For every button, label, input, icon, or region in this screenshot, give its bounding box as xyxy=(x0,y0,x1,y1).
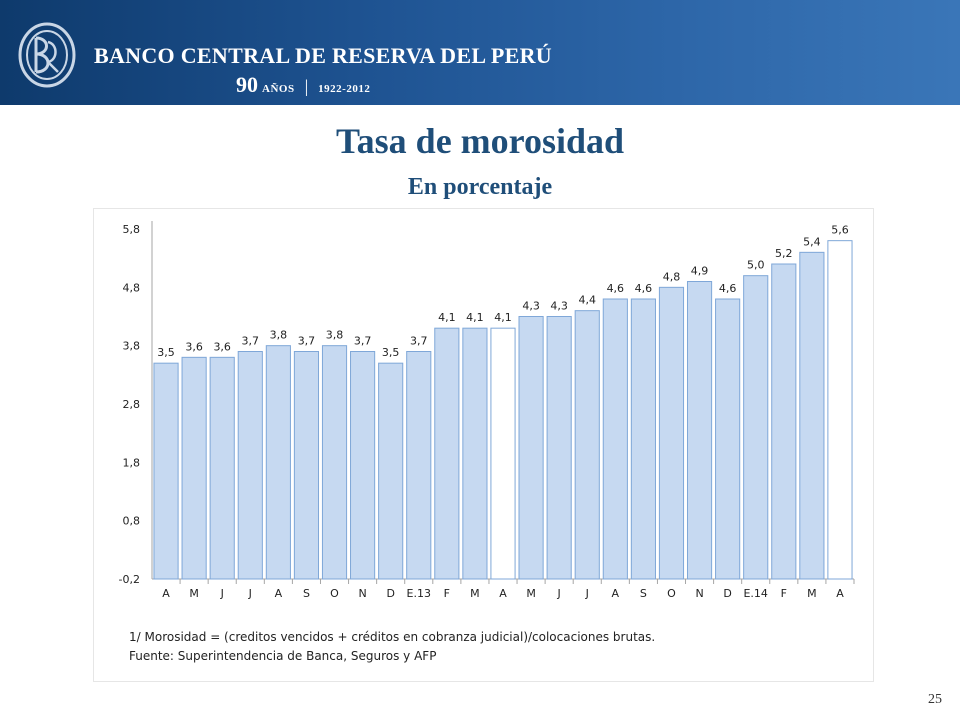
x-tick-label: E.13 xyxy=(407,587,431,600)
data-label: 4,1 xyxy=(466,311,484,324)
chart-footnote: 1/ Morosidad = (creditos vencidos + créd… xyxy=(129,630,656,644)
bar xyxy=(237,351,263,580)
data-label: 3,6 xyxy=(213,340,231,353)
x-tick-label: A xyxy=(162,587,170,600)
x-tick-label: J xyxy=(557,587,561,600)
x-tick-label: D xyxy=(723,587,731,600)
data-label: 5,4 xyxy=(803,235,821,248)
bar xyxy=(490,327,516,580)
y-tick-label: 0,8 xyxy=(123,515,141,528)
bar xyxy=(771,263,797,580)
bar xyxy=(181,356,207,580)
bar xyxy=(602,298,628,580)
bar xyxy=(378,362,404,580)
anniversary-years: 1922-2012 xyxy=(318,83,371,95)
x-tick-label: F xyxy=(444,587,450,600)
data-label: 3,8 xyxy=(326,329,344,342)
x-tick-label: A xyxy=(275,587,283,600)
data-label: 4,1 xyxy=(438,311,456,324)
x-tick-label: M xyxy=(470,587,480,600)
slide-subtitle: En porcentaje xyxy=(407,174,553,200)
y-tick-label: 2,8 xyxy=(123,398,141,411)
anniversary-mark: 90 AÑOS | 1922-2012 xyxy=(236,72,370,98)
bar xyxy=(265,345,291,580)
data-label: 4,3 xyxy=(522,300,540,313)
slide-title: Tasa de morosidad xyxy=(335,121,625,161)
bar xyxy=(743,275,769,580)
data-label: 3,5 xyxy=(157,346,175,359)
x-tick-label: S xyxy=(640,587,647,600)
chart-source: Fuente: Superintendencia de Banca, Segur… xyxy=(129,649,437,663)
bar xyxy=(350,351,376,580)
data-label: 3,5 xyxy=(382,346,400,359)
bar xyxy=(518,316,544,580)
data-label: 4,9 xyxy=(691,265,709,278)
bar xyxy=(462,327,488,580)
data-label: 4,3 xyxy=(550,300,568,313)
x-tick-label: E.14 xyxy=(743,587,767,600)
bar xyxy=(630,298,656,580)
bar xyxy=(686,281,713,580)
anniversary-word: AÑOS xyxy=(262,83,295,95)
bar xyxy=(321,345,348,580)
x-tick-label: S xyxy=(303,587,310,600)
data-label: 5,6 xyxy=(831,224,849,237)
bar xyxy=(293,351,320,580)
data-label: 4,4 xyxy=(578,294,596,307)
x-tick-label: A xyxy=(836,587,844,600)
bank-logo-icon xyxy=(18,22,76,88)
header-banner: BANCO CENTRAL DE RESERVA DEL PERÚ 90 AÑO… xyxy=(0,0,960,105)
data-label: 3,7 xyxy=(298,335,316,348)
bar xyxy=(799,251,825,580)
data-label: 4,6 xyxy=(607,282,625,295)
bar xyxy=(153,362,179,580)
bar xyxy=(658,286,685,580)
x-tick-label: A xyxy=(612,587,620,600)
page-number: 25 xyxy=(928,692,942,707)
data-label: 4,8 xyxy=(663,270,681,283)
x-tick-label: D xyxy=(386,587,394,600)
x-tick-label: M xyxy=(807,587,817,600)
bar xyxy=(406,351,432,580)
y-tick-label: 5,8 xyxy=(123,223,141,236)
data-label: 3,7 xyxy=(354,335,372,348)
data-label: 3,8 xyxy=(270,329,288,342)
data-label: 4,6 xyxy=(719,282,737,295)
bar xyxy=(209,356,235,580)
bank-name: BANCO CENTRAL DE RESERVA DEL PERÚ xyxy=(94,43,552,68)
chart-container: -0,2 0,8 1,8 2,8 3,8 4,8 5,8 3,5 A 3,6 M 3,6 J 3,7 J 3,… xyxy=(93,208,874,682)
data-label: 4,6 xyxy=(635,282,653,295)
x-tick-label: N xyxy=(358,587,366,600)
data-label: 3,7 xyxy=(242,335,260,348)
x-tick-label: F xyxy=(781,587,787,600)
bar xyxy=(546,316,572,580)
data-label: 5,2 xyxy=(775,247,793,260)
y-tick-label: -0,2 xyxy=(119,573,140,586)
data-label: 4,1 xyxy=(494,311,512,324)
x-tick-label: N xyxy=(695,587,703,600)
data-label: 3,6 xyxy=(185,340,203,353)
x-tick-label: M xyxy=(526,587,536,600)
x-tick-label: J xyxy=(220,587,224,600)
bar-chart: -0,2 0,8 1,8 2,8 3,8 4,8 5,8 3,5 A 3,6 M 3,6 J 3,7 J 3,… xyxy=(119,221,855,600)
bar xyxy=(574,310,600,580)
y-tick-label: 3,8 xyxy=(123,340,141,353)
x-tick-label: A xyxy=(499,587,507,600)
bar xyxy=(434,327,460,580)
y-tick-label: 1,8 xyxy=(123,456,141,469)
x-tick-label: J xyxy=(248,587,252,600)
x-tick-label: O xyxy=(667,587,676,600)
y-tick-label: 4,8 xyxy=(123,281,141,294)
x-tick-label: M xyxy=(189,587,199,600)
data-label: 5,0 xyxy=(747,259,765,272)
data-label: 3,7 xyxy=(410,335,428,348)
x-tick-label: O xyxy=(330,587,339,600)
x-tick-label: J xyxy=(585,587,589,600)
bar xyxy=(715,298,741,580)
anniversary-number: 90 xyxy=(236,72,258,97)
bar xyxy=(827,240,853,580)
anniversary-separator: | xyxy=(304,76,309,96)
